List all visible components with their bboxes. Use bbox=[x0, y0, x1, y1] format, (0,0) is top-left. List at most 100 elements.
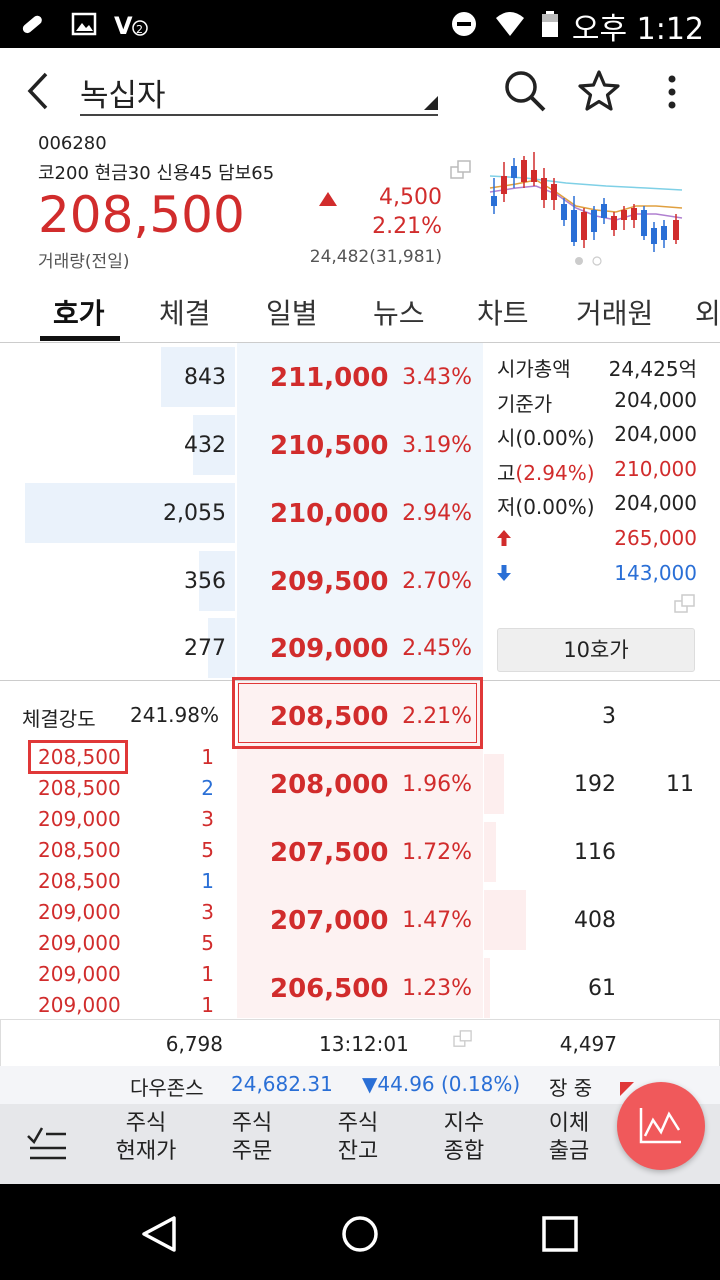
tab-daily[interactable]: 일별 bbox=[266, 297, 318, 330]
index-ticker[interactable]: 다우존스 24,682.31 ▼44.96 (0.18%) 장 중 bbox=[0, 1066, 720, 1104]
bid-pct: 2.21% bbox=[402, 704, 472, 729]
star-icon[interactable] bbox=[576, 68, 622, 114]
bid-volume-bar bbox=[484, 958, 490, 1018]
bid-row[interactable]: 207,500 1.72% 116 bbox=[0, 818, 720, 886]
nav-label: 주문 bbox=[231, 1139, 273, 1164]
menu-icon[interactable] bbox=[26, 1126, 68, 1162]
trade-qty: 1 bbox=[201, 993, 214, 1017]
tab-quote[interactable]: 호가 bbox=[53, 297, 105, 330]
system-back-icon[interactable] bbox=[140, 1214, 180, 1254]
bid-row[interactable]: 206,500 1.23% 61 bbox=[0, 954, 720, 1022]
trade-qty: 3 bbox=[201, 807, 214, 831]
trade-row: 209,000 3 bbox=[38, 900, 218, 931]
more-vert-icon[interactable] bbox=[662, 72, 682, 112]
search-icon[interactable] bbox=[502, 68, 548, 114]
ticker-name: 다우존스 bbox=[130, 1076, 204, 1100]
bid-row[interactable]: 208,500 2.21% 3 bbox=[0, 682, 720, 750]
bid-row[interactable]: 207,000 1.47% 408 bbox=[0, 886, 720, 954]
bid-qty: 192 bbox=[574, 772, 616, 797]
trade-row: 209,000 1 bbox=[38, 962, 218, 993]
ask-qty: 432 bbox=[184, 433, 226, 458]
trade-row: 208,500 5 bbox=[38, 838, 218, 869]
ticker-change: ▼44.96 (0.18%) bbox=[362, 1072, 521, 1096]
chart-page-indicator bbox=[575, 256, 602, 266]
popout-icon[interactable] bbox=[450, 160, 472, 180]
dropdown-corner-icon bbox=[424, 96, 438, 110]
book-divider bbox=[0, 680, 720, 681]
nav-label: 이체 bbox=[548, 1111, 590, 1136]
bid-qty-change: 11 bbox=[666, 772, 694, 797]
bid-volume-bar bbox=[484, 754, 504, 814]
bid-qty: 3 bbox=[602, 704, 616, 729]
stock-selector[interactable]: 녹십자 bbox=[80, 68, 438, 116]
upper-limit-value: 265,000 bbox=[614, 526, 697, 550]
summary-value: 204,000 bbox=[614, 491, 697, 515]
tab-chart[interactable]: 차트 bbox=[477, 297, 529, 330]
ask-row[interactable]: 277 209,000 2.45% bbox=[0, 614, 720, 682]
bid-price-column bbox=[237, 680, 483, 1018]
app-header: 녹십자 bbox=[0, 48, 720, 134]
strength-value: 241.98% bbox=[130, 703, 219, 727]
current-price-highlight bbox=[232, 677, 483, 749]
nav-stock-current[interactable]: 주식 현재가 bbox=[96, 1110, 196, 1166]
back-arrow-icon[interactable] bbox=[24, 70, 54, 112]
trade-price: 209,000 bbox=[38, 931, 121, 955]
up-triangle-icon bbox=[319, 192, 337, 206]
stock-code: 006280 bbox=[38, 133, 107, 154]
summary-label: 기준가 bbox=[497, 392, 553, 416]
stock-name: 녹십자 bbox=[80, 78, 166, 114]
ask-pct: 2.45% bbox=[402, 636, 472, 661]
ask-qty: 2,055 bbox=[163, 501, 226, 526]
tab-news[interactable]: 뉴스 bbox=[373, 297, 425, 330]
ask-price: 210,500 bbox=[270, 431, 389, 461]
ask-volume-bar bbox=[208, 618, 235, 678]
trade-row: 208,500 1 bbox=[38, 869, 218, 900]
ask-row[interactable]: 2,055 210,000 2.94% bbox=[0, 479, 720, 547]
ten-level-button[interactable]: 10호가 bbox=[497, 628, 695, 672]
chart-fab-button[interactable] bbox=[617, 1082, 705, 1170]
trade-price: 209,000 bbox=[38, 993, 121, 1017]
svg-text:2: 2 bbox=[136, 23, 143, 36]
tab-trades[interactable]: 체결 bbox=[159, 297, 211, 330]
summary-value: 24,425억 bbox=[608, 357, 697, 381]
ask-row[interactable]: 356 209,500 2.70% bbox=[0, 547, 720, 615]
nav-transfer[interactable]: 이체 출금 bbox=[519, 1110, 619, 1166]
system-home-icon[interactable] bbox=[340, 1214, 380, 1254]
mini-candlestick-chart[interactable] bbox=[486, 148, 686, 256]
price-change-pct: 2.21% bbox=[372, 214, 442, 239]
volume-label: 거래량(전일) bbox=[38, 252, 130, 272]
ask-row[interactable]: 432 210,500 3.19% bbox=[0, 411, 720, 479]
tab-brokers[interactable]: 거래원 bbox=[576, 297, 654, 330]
nav-label: 지수 bbox=[443, 1111, 485, 1136]
ask-qty: 277 bbox=[184, 636, 226, 661]
nav-stock-order[interactable]: 주식 주문 bbox=[202, 1110, 302, 1166]
ask-volume-bar bbox=[161, 347, 235, 407]
bid-volume-bar bbox=[484, 822, 496, 882]
popout-icon[interactable] bbox=[453, 1030, 473, 1048]
ticker-value: 24,682.31 bbox=[231, 1072, 333, 1096]
bid-pct: 1.96% bbox=[402, 772, 472, 797]
system-recents-icon[interactable] bbox=[540, 1214, 580, 1254]
svg-text:V: V bbox=[114, 12, 133, 38]
bid-row[interactable]: 208,000 1.96% 192 11 bbox=[0, 750, 720, 818]
trade-row: 208,500 2 bbox=[38, 776, 218, 807]
trade-qty: 1 bbox=[201, 869, 214, 893]
ask-price: 209,500 bbox=[270, 567, 389, 597]
nav-label: 종합 bbox=[443, 1139, 485, 1164]
trade-row: 209,000 5 bbox=[38, 931, 218, 962]
snapshot-time: 13:12:01 bbox=[319, 1032, 409, 1056]
latest-trade-highlight bbox=[28, 740, 128, 774]
ask-row[interactable]: 843 211,000 3.43% bbox=[0, 343, 720, 411]
popout-icon[interactable] bbox=[674, 594, 696, 614]
bid-price: 208,500 bbox=[270, 702, 389, 732]
trade-qty: 2 bbox=[201, 776, 214, 800]
tab-foreign[interactable]: 외 bbox=[695, 297, 720, 330]
corner-marker-icon bbox=[620, 1082, 634, 1096]
bid-price: 206,500 bbox=[270, 974, 389, 1004]
ask-pct: 2.94% bbox=[402, 501, 472, 526]
trade-price: 208,500 bbox=[38, 869, 121, 893]
nav-stock-balance[interactable]: 주식 잔고 bbox=[308, 1110, 408, 1166]
bid-qty: 408 bbox=[574, 908, 616, 933]
ask-pct: 3.19% bbox=[402, 433, 472, 458]
